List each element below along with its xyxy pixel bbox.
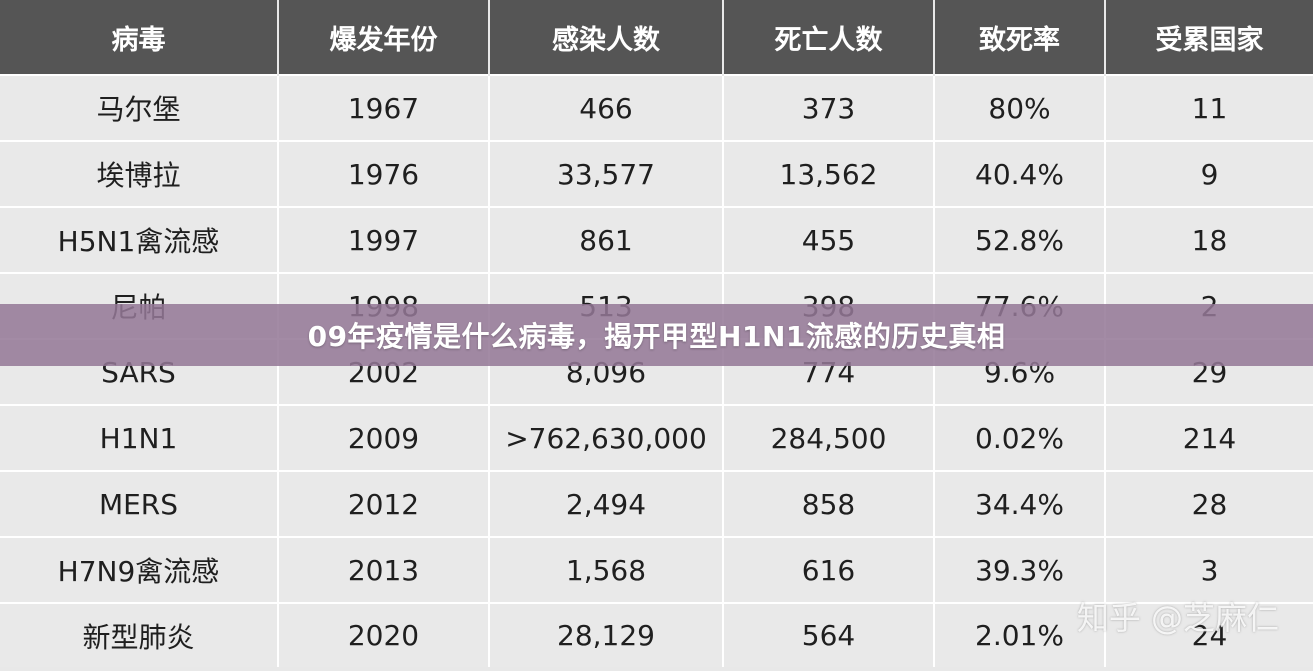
cell-year: 2009 <box>278 404 490 471</box>
cell-virus: H7N9禽流感 <box>0 536 279 603</box>
table-row: 新型肺炎 2020 28,129 564 2.01% 24 <box>0 602 1313 667</box>
table-header-row: 病毒 爆发年份 感染人数 死亡人数 致死率 受累国家 <box>0 0 1313 75</box>
cell-infected: 28,129 <box>489 602 724 667</box>
cell-deaths: 858 <box>723 470 935 537</box>
cell-year: 2020 <box>278 602 490 667</box>
cell-rate: 80% <box>934 74 1106 141</box>
table-row: 马尔堡 1967 466 373 80% 11 <box>0 74 1313 141</box>
cell-deaths: 455 <box>723 206 935 273</box>
cell-rate: 2.01% <box>934 602 1106 667</box>
cell-rate: 0.02% <box>934 404 1106 471</box>
cell-deaths: 616 <box>723 536 935 603</box>
cell-deaths: 13,562 <box>723 140 935 207</box>
cell-infected: 33,577 <box>489 140 724 207</box>
cell-rate: 39.3% <box>934 536 1106 603</box>
title-banner: 09年疫情是什么病毒，揭开甲型H1N1流感的历史真相 <box>0 304 1313 366</box>
cell-infected: >762,630,000 <box>489 404 724 471</box>
header-fatality-rate: 致死率 <box>934 0 1106 75</box>
cell-year: 2013 <box>278 536 490 603</box>
cell-year: 1997 <box>278 206 490 273</box>
header-virus: 病毒 <box>0 0 279 75</box>
table-row: H7N9禽流感 2013 1,568 616 39.3% 3 <box>0 536 1313 603</box>
cell-countries: 28 <box>1105 470 1313 537</box>
cell-countries: 214 <box>1105 404 1313 471</box>
banner-title: 09年疫情是什么病毒，揭开甲型H1N1流感的历史真相 <box>307 320 1006 353</box>
cell-virus: MERS <box>0 470 279 537</box>
table-row: MERS 2012 2,494 858 34.4% 28 <box>0 470 1313 537</box>
header-affected-countries: 受累国家 <box>1105 0 1313 75</box>
cell-deaths: 284,500 <box>723 404 935 471</box>
cell-countries: 18 <box>1105 206 1313 273</box>
cell-deaths: 373 <box>723 74 935 141</box>
cell-virus: 埃博拉 <box>0 140 279 207</box>
cell-infected: 2,494 <box>489 470 724 537</box>
cell-virus: H1N1 <box>0 404 279 471</box>
cell-rate: 52.8% <box>934 206 1106 273</box>
cell-virus: 新型肺炎 <box>0 602 279 667</box>
cell-infected: 861 <box>489 206 724 273</box>
cell-infected: 466 <box>489 74 724 141</box>
table-row: H1N1 2009 >762,630,000 284,500 0.02% 214 <box>0 404 1313 471</box>
cell-rate: 34.4% <box>934 470 1106 537</box>
cell-countries: 11 <box>1105 74 1313 141</box>
cell-deaths: 564 <box>723 602 935 667</box>
cell-infected: 1,568 <box>489 536 724 603</box>
cell-countries: 24 <box>1105 602 1313 667</box>
zhihu-watermark: 知乎 @芝麻仁 <box>1076 599 1279 637</box>
cell-virus: 马尔堡 <box>0 74 279 141</box>
cell-year: 1976 <box>278 140 490 207</box>
table-row: 埃博拉 1976 33,577 13,562 40.4% 9 <box>0 140 1313 207</box>
header-infected: 感染人数 <box>489 0 724 75</box>
cell-year: 2012 <box>278 470 490 537</box>
cell-year: 1967 <box>278 74 490 141</box>
cell-countries: 3 <box>1105 536 1313 603</box>
cell-countries: 9 <box>1105 140 1313 207</box>
cell-rate: 40.4% <box>934 140 1106 207</box>
cell-virus: H5N1禽流感 <box>0 206 279 273</box>
header-deaths: 死亡人数 <box>723 0 935 75</box>
header-outbreak-year: 爆发年份 <box>278 0 490 75</box>
table-row: H5N1禽流感 1997 861 455 52.8% 18 <box>0 206 1313 273</box>
